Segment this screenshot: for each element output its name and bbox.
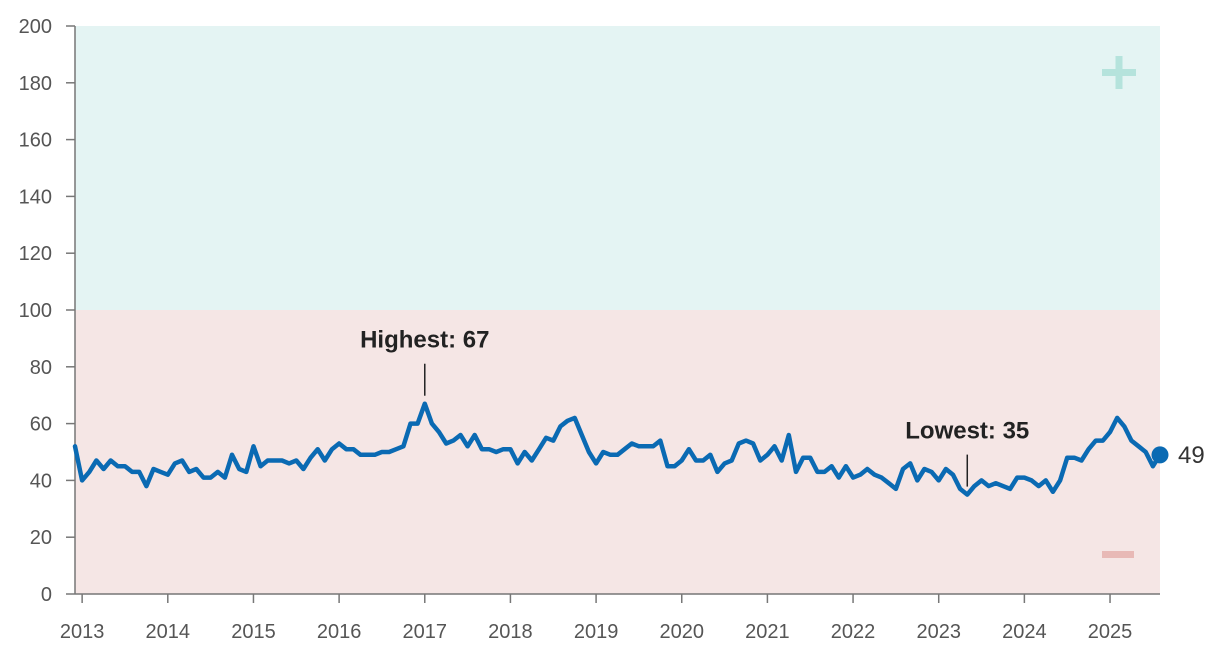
y-tick-label: 200 (19, 16, 52, 38)
y-tick-label: 40 (30, 470, 52, 492)
x-tick-label: 2020 (659, 621, 704, 643)
x-tick-label: 2015 (231, 621, 276, 643)
plus-zone-icon (1102, 56, 1136, 89)
x-axis-ticks: 2013 2014 2015 2016 2017 2018 2019 2020 2021 2022… (60, 594, 1132, 643)
y-tick-label: 20 (30, 527, 52, 549)
y-tick-label: 100 (19, 300, 52, 322)
x-tick-label: 2017 (403, 621, 448, 643)
x-tick-label: 2022 (831, 621, 876, 643)
last-point-marker (1151, 446, 1169, 464)
y-tick-label: 120 (19, 243, 52, 265)
series-line (72, 401, 1163, 497)
x-tick-label: 2023 (916, 621, 961, 643)
y-tick-label: 80 (30, 357, 52, 379)
annotations: Highest: 67 Lowest: 35 (360, 327, 1029, 487)
x-tick-label: 2025 (1088, 621, 1133, 643)
x-tick-label: 2018 (488, 621, 533, 643)
y-tick-label: 180 (19, 73, 52, 95)
x-tick-label: 2019 (574, 621, 619, 643)
lowest-annotation: Lowest: 35 (905, 418, 1029, 445)
plus-bar-vertical (1115, 56, 1123, 89)
x-tick-label: 2024 (1002, 621, 1047, 643)
zone-symbols (1102, 56, 1136, 558)
minus-bar (1102, 551, 1134, 558)
y-tick-label: 160 (19, 130, 52, 152)
x-tick-label: 2016 (317, 621, 362, 643)
y-tick-label: 60 (30, 414, 52, 436)
highest-annotation: Highest: 67 (360, 327, 489, 354)
y-tick-label: 0 (41, 584, 52, 606)
series-group: 49 (72, 401, 1205, 497)
last-value-label: 49 (1178, 442, 1205, 469)
y-axis-ticks: 0 20 40 60 80 100 120 140 160 180 200 (19, 16, 75, 606)
y-tick-label: 140 (19, 186, 52, 208)
x-tick-label: 2013 (60, 621, 105, 643)
x-tick-label: 2014 (146, 621, 191, 643)
minus-zone-icon (1102, 551, 1134, 558)
x-tick-label: 2021 (745, 621, 790, 643)
positive-zone (75, 26, 1160, 310)
zone-backgrounds (75, 26, 1160, 594)
